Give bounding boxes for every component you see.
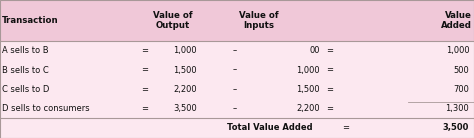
Text: =: =: [141, 47, 148, 55]
Text: 1,500: 1,500: [173, 66, 197, 75]
Text: =: =: [326, 104, 333, 113]
Text: =: =: [141, 104, 148, 113]
Text: 2,200: 2,200: [296, 104, 320, 113]
Text: 1,000: 1,000: [446, 47, 469, 55]
Text: 1,000: 1,000: [173, 47, 197, 55]
Text: 3,500: 3,500: [173, 104, 197, 113]
Text: –: –: [233, 47, 237, 55]
Text: Value of
Output: Value of Output: [153, 11, 193, 30]
Text: =: =: [343, 124, 349, 132]
Text: =: =: [326, 85, 333, 94]
Text: Total Value Added: Total Value Added: [228, 124, 313, 132]
Bar: [0, 0, 474, 41]
Text: =: =: [141, 66, 148, 75]
Text: 1,000: 1,000: [296, 66, 320, 75]
Bar: [0, 61, 474, 80]
Text: Value of
Inputs: Value of Inputs: [238, 11, 278, 30]
Text: –: –: [233, 104, 237, 113]
Text: 3,500: 3,500: [443, 124, 469, 132]
Text: –: –: [233, 85, 237, 94]
Text: =: =: [326, 47, 333, 55]
Bar: [0, 99, 474, 118]
Text: 2,200: 2,200: [173, 85, 197, 94]
Text: C sells to D: C sells to D: [2, 85, 50, 94]
Text: –: –: [233, 66, 237, 75]
Bar: [0, 118, 474, 138]
Text: 1,500: 1,500: [296, 85, 320, 94]
Text: B sells to C: B sells to C: [2, 66, 49, 75]
Bar: [0, 80, 474, 99]
Text: =: =: [326, 66, 333, 75]
Text: D sells to consumers: D sells to consumers: [2, 104, 90, 113]
Text: 500: 500: [454, 66, 469, 75]
Bar: [0, 41, 474, 61]
Text: Value
Added: Value Added: [441, 11, 472, 30]
Text: 00: 00: [310, 47, 320, 55]
Text: A sells to B: A sells to B: [2, 47, 49, 55]
Text: =: =: [141, 85, 148, 94]
Text: 1,300: 1,300: [446, 104, 469, 113]
Text: Transaction: Transaction: [2, 16, 59, 25]
Text: 700: 700: [454, 85, 469, 94]
